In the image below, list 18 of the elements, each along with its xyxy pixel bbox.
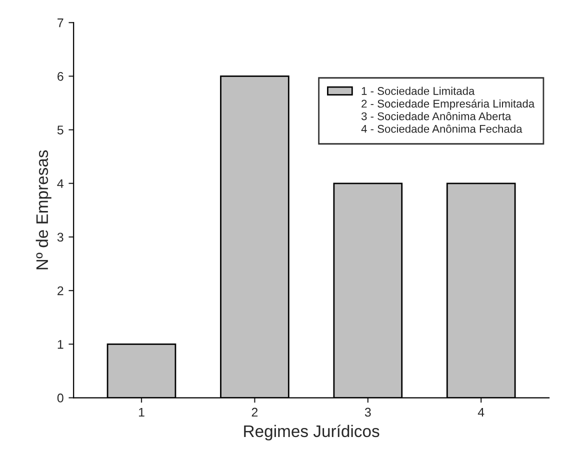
y-tick-label: 1 xyxy=(58,340,64,349)
annotation: 3 - Sociedade Anônima Aberta xyxy=(361,112,512,120)
x-axis-title: Regimes Jurídicos xyxy=(244,424,380,440)
x-tick-label: 1 xyxy=(138,408,144,417)
x-tick-label: 2 xyxy=(252,408,258,417)
y-tick-label: 7 xyxy=(58,18,64,28)
annotation: 4 - Sociedade Anônima Fechada xyxy=(361,124,522,133)
legend-label: 1 - Sociedade Limitada xyxy=(362,86,475,95)
y-tick-label: 3 xyxy=(57,232,64,242)
y-tick-label: 5 xyxy=(57,126,64,134)
y-tick-label: 6 xyxy=(58,72,64,81)
y-tick-label: 0 xyxy=(57,394,64,402)
y-tick-label: 4 xyxy=(57,179,64,188)
y-tick-label: 2 xyxy=(58,286,64,296)
x-tick-label: 4 xyxy=(478,408,484,417)
y-axis-title: Nº de Empresas xyxy=(36,150,52,270)
annotation: 2 - Sociedade Empresária Limitada xyxy=(362,99,535,110)
x-tick-label: 3 xyxy=(364,408,371,417)
